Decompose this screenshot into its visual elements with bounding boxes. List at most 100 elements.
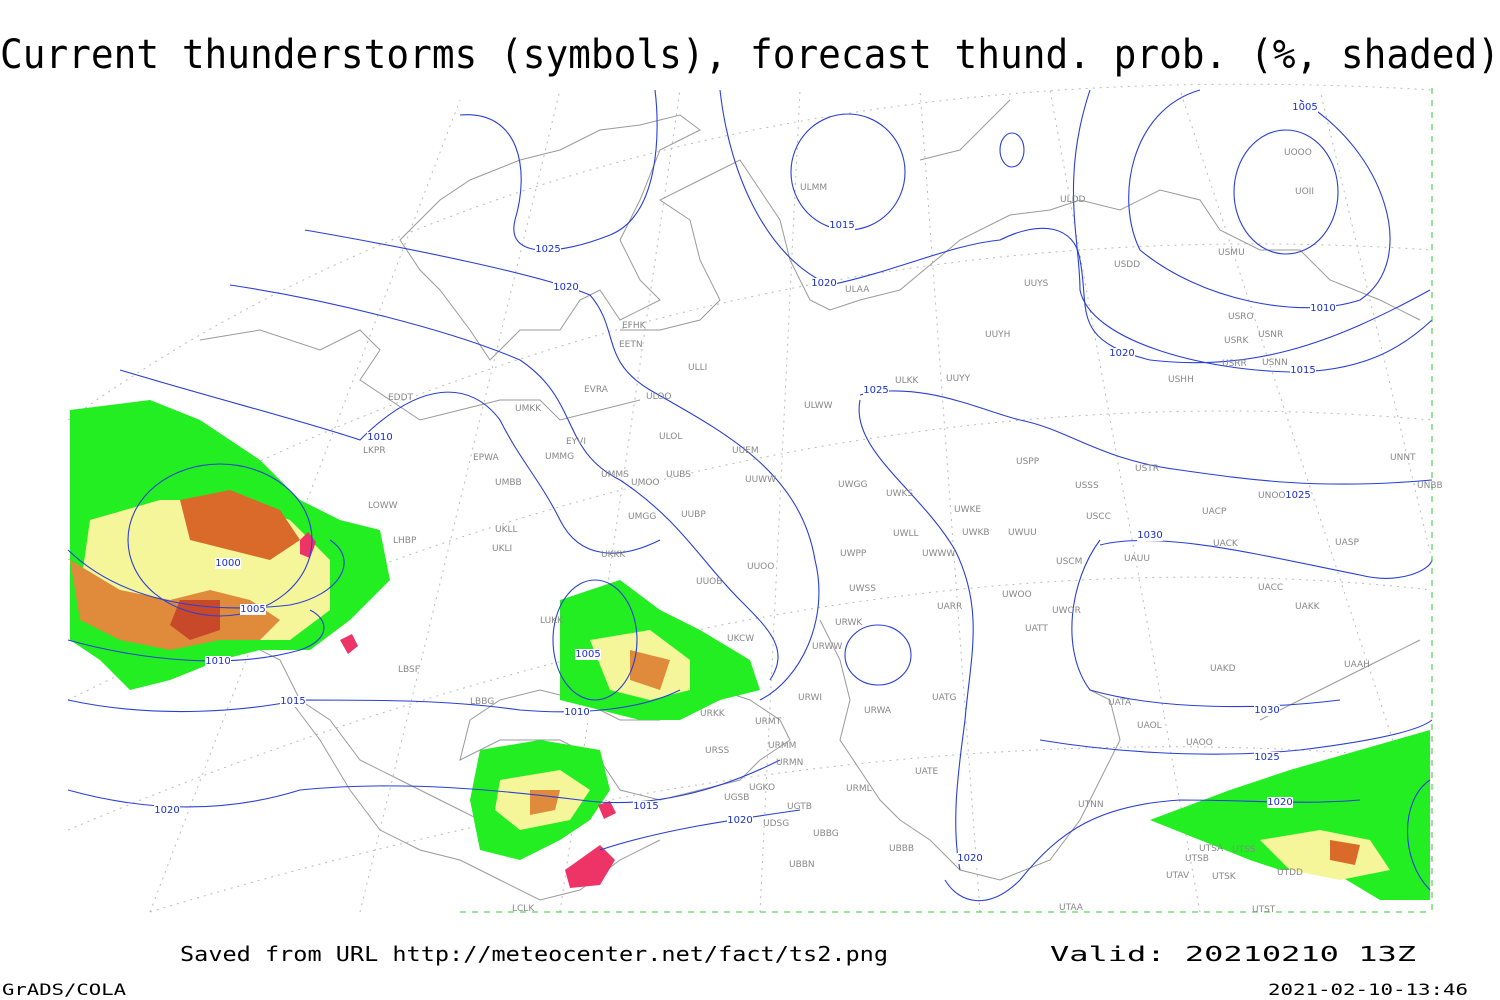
station-label: UWOO	[1002, 590, 1032, 600]
station-label: UAKK	[1295, 602, 1321, 612]
isobar-label: 1005	[575, 649, 600, 660]
station-label: UACK	[1213, 539, 1239, 549]
station-label: ULAA	[845, 285, 870, 295]
station-label: LBBG	[470, 697, 494, 707]
station-label: EYVI	[566, 437, 586, 447]
station-label: UMMS	[601, 470, 629, 480]
isobar-label-bg	[154, 805, 180, 816]
station-label: UBBB	[889, 844, 914, 854]
isobar-label-bg	[863, 385, 889, 396]
isobar-label-bg	[1254, 752, 1280, 763]
station-label: URWW	[812, 642, 842, 652]
station-label: ULLI	[688, 363, 707, 373]
station-label: UATG	[932, 693, 957, 703]
station-label: UTSS	[1232, 845, 1256, 855]
station-label: EDDT	[388, 393, 414, 403]
station-label: UTNN	[1078, 800, 1104, 810]
station-label: ULKK	[895, 376, 920, 386]
isobar-label: 1015	[1290, 365, 1315, 376]
isobar-label: 1025	[863, 385, 888, 396]
isobar-label-bg	[535, 244, 561, 255]
isobar-label-bg	[1137, 530, 1163, 541]
station-label: UMOO	[631, 478, 660, 488]
station-label: UACP	[1202, 507, 1227, 517]
isobar-label-bg	[1109, 348, 1135, 359]
station-label: UKLI	[492, 544, 512, 554]
timestamp: 2021-02-10-13:46	[1268, 980, 1468, 999]
isobar-label-bg	[240, 604, 266, 615]
station-label: UNNT	[1390, 453, 1416, 463]
source-url: Saved from URL http://meteocenter.net/fa…	[180, 942, 888, 966]
station-label: UARR	[937, 602, 962, 612]
station-label: EETN	[619, 340, 643, 350]
station-label: EPWA	[473, 453, 500, 463]
isobar-label-bg	[575, 649, 601, 660]
isobar-label-bg	[215, 558, 241, 569]
station-label: UATA	[1108, 698, 1132, 708]
station-label: ULWW	[804, 401, 833, 411]
station-label: URMM	[768, 741, 796, 751]
isobar-label: 1010	[205, 656, 230, 667]
station-label: URMN	[776, 758, 803, 768]
station-label: ULOL	[659, 432, 682, 442]
station-label: USHH	[1168, 375, 1194, 385]
station-label: UUEM	[732, 446, 759, 456]
station-label: UOII	[1295, 187, 1314, 197]
station-label: USRO	[1228, 312, 1254, 322]
isobar-label-bg	[829, 220, 855, 231]
station-label: UWOR	[1052, 606, 1081, 616]
isobar-label: 1020	[553, 282, 578, 293]
isobar-label: 1015	[280, 696, 305, 707]
isobar-labels: 1005 1025 1015 1020 1020 1010 1020 1015 1025 1010…	[154, 102, 1336, 864]
station-label: UWKE	[954, 505, 981, 515]
isobar-label: 1010	[564, 707, 589, 718]
isobar-label: 1025	[1285, 490, 1310, 501]
station-label: UWGG	[838, 480, 867, 490]
isobar-label: 1005	[1292, 102, 1317, 113]
isobar-label: 1010	[1310, 303, 1335, 314]
isobar-label-bg	[811, 278, 837, 289]
station-label: UAAH	[1344, 660, 1370, 670]
station-label: UNBB	[1417, 481, 1443, 491]
station-label: ULOO	[646, 392, 671, 402]
station-label: UMBB	[495, 478, 522, 488]
station-label: UBBG	[813, 829, 839, 839]
station-label: UAUU	[1124, 554, 1150, 564]
station-label: UUOO	[747, 562, 774, 572]
isobar-label-bg	[1310, 303, 1336, 314]
station-label: UUYY	[946, 374, 971, 384]
station-label: UTAV	[1166, 871, 1190, 881]
isobar-label-bg	[957, 853, 983, 864]
isobar-label-bg	[1254, 705, 1280, 716]
station-label: UMKK	[515, 404, 542, 414]
station-label: LBSF	[398, 665, 420, 675]
station-label: UWWW	[922, 549, 955, 559]
isobar-label: 1030	[1254, 705, 1279, 716]
station-label: UTDD	[1277, 868, 1303, 878]
station-label: LHBP	[393, 536, 417, 546]
station-label: USSS	[1075, 481, 1099, 491]
station-label: UUBP	[681, 510, 706, 520]
isobar-label: 1025	[1254, 752, 1279, 763]
isobar-label-bg	[564, 707, 590, 718]
isobar-label: 1020	[727, 815, 752, 826]
station-label: UWLL	[893, 529, 919, 539]
station-label: UKLL	[495, 525, 518, 535]
isobar-label: 1015	[829, 220, 854, 231]
station-label: URMT	[755, 717, 782, 727]
station-label: UAOL	[1137, 721, 1162, 731]
isobar-label-bg	[1292, 102, 1318, 113]
station-label: UTSK	[1212, 872, 1237, 882]
station-label: LKPR	[363, 446, 386, 456]
station-label: UWUU	[1008, 528, 1037, 538]
station-label: UATT	[1025, 624, 1048, 634]
station-label: UAKD	[1210, 664, 1236, 674]
isobar-label-bg	[367, 432, 393, 443]
station-label: LUKK	[540, 616, 564, 626]
station-label: UWKB	[962, 528, 990, 538]
isobar-label: 1020	[1109, 348, 1134, 359]
isobar-label: 1020	[154, 805, 179, 816]
station-label: USCC	[1086, 512, 1111, 522]
isobar-label-bg	[1285, 490, 1311, 501]
station-label: USMU	[1218, 248, 1245, 258]
